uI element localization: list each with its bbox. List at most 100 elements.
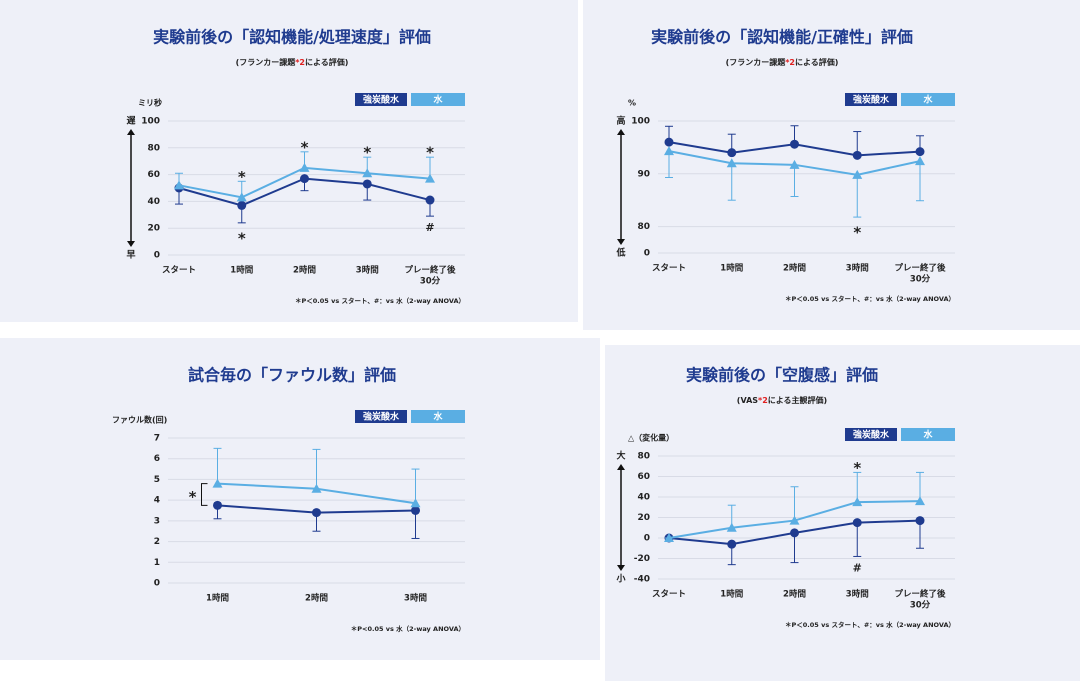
data-point: [852, 518, 862, 528]
subtitle-part: (フランカー課題: [726, 57, 787, 67]
y-tick-label: 20: [637, 513, 650, 523]
y-tick-label: 7: [154, 434, 160, 444]
y-axis-label: ミリ秒: [138, 98, 162, 108]
x-tick-label: 2時間: [783, 263, 806, 274]
y-tick-label: 6: [154, 454, 160, 464]
data-point: [915, 147, 925, 157]
data-point: [790, 139, 799, 149]
data-point: [410, 498, 421, 508]
data-point: [727, 148, 737, 158]
annotation: *: [426, 144, 434, 162]
y-tick-label: -40: [634, 575, 650, 585]
footnote: ＊P＜0.05 vs スタート、#：vs 水（2-way ANOVA）: [295, 296, 465, 305]
panel-background: [0, 0, 578, 322]
x-tick-label: 30分: [910, 600, 931, 611]
x-tick-label: プレー終了後: [894, 589, 946, 600]
subtitle-part: (VAS: [737, 396, 758, 405]
annotation: *: [853, 224, 861, 242]
data-point: [915, 156, 925, 166]
y-tick-label: 100: [631, 117, 650, 127]
annotation: #: [853, 561, 862, 574]
y-axis-label: ファウル数(回): [112, 415, 167, 425]
x-tick-label: スタート: [162, 265, 196, 276]
data-point: [212, 478, 223, 488]
x-tick-label: 2時間: [293, 265, 316, 276]
footnote: ＊P<0.05 vs 水（2-way ANOVA）: [351, 624, 465, 633]
panel-background: [583, 0, 1080, 330]
data-point: [790, 528, 799, 538]
legend-swatch: [845, 93, 897, 106]
subtitle-part: による主観評価): [768, 395, 827, 405]
y-tick-label: 40: [147, 197, 160, 207]
subtitle-part: による評価): [305, 57, 348, 67]
data-point: [411, 506, 420, 515]
y-tick-label: 90: [637, 169, 650, 179]
y-tick-label: 4: [154, 496, 160, 506]
legend-label: 水: [923, 94, 933, 106]
data-point: [362, 168, 373, 178]
data-point: [727, 539, 737, 549]
chart-title: 実験前後の「認知機能/正確性」評価: [651, 28, 913, 47]
data-point: [213, 500, 222, 510]
data-point: [664, 137, 674, 147]
x-tick-label: 3時間: [356, 265, 379, 276]
legend-label: 強炭酸水: [853, 429, 890, 441]
data-point: [726, 522, 737, 532]
x-tick-label: 1時間: [206, 593, 229, 604]
y-tick-label: 5: [154, 475, 160, 485]
y-axis-label: %: [628, 99, 636, 108]
y-tick-label: 1: [154, 558, 160, 568]
data-point: [174, 180, 184, 190]
x-tick-label: 1時間: [230, 265, 253, 276]
x-tick-label: 3時間: [846, 263, 869, 274]
y-tick-label: 0: [154, 579, 160, 589]
direction-label-top: 大: [616, 450, 625, 462]
data-point: [915, 496, 925, 506]
annotation: *: [238, 229, 246, 247]
legend-swatch: [901, 428, 955, 441]
y-axis-label: △（変化量）: [628, 433, 674, 443]
subtitle-part: *2: [785, 58, 795, 67]
data-point: [915, 516, 925, 526]
y-tick-label: 0: [154, 251, 160, 261]
x-tick-label: 1時間: [720, 589, 743, 600]
footnote: ＊P＜0.05 vs スタート、#：vs 水（2-way ANOVA）: [785, 294, 955, 303]
data-point: [852, 169, 863, 179]
direction-label-bottom: 小: [615, 573, 625, 585]
data-point: [299, 162, 310, 172]
legend-swatch: [411, 93, 465, 106]
x-tick-label: 30分: [420, 276, 441, 287]
x-tick-label: 2時間: [783, 589, 806, 600]
subtitle-part: による評価): [795, 57, 838, 67]
data-point: [362, 179, 372, 189]
data-point: [664, 533, 674, 542]
y-tick-label: 0: [644, 249, 650, 259]
y-tick-label: 3: [154, 516, 160, 526]
data-point: [789, 515, 800, 525]
panel-background: [0, 338, 600, 660]
annotation: *: [301, 138, 309, 156]
subtitle-part: *2: [295, 58, 305, 67]
data-point: [312, 508, 321, 518]
data-point: [789, 159, 800, 169]
significance-bracket: [201, 483, 208, 506]
x-tick-label: スタート: [652, 263, 686, 274]
direction-label-top: 高: [616, 115, 625, 127]
legend-label: 強炭酸水: [363, 411, 400, 423]
data-point: [425, 173, 435, 183]
data-point: [726, 158, 737, 168]
chart-title: 試合毎の「ファウル数」評価: [188, 366, 396, 385]
y-tick-label: 20: [147, 224, 160, 234]
data-point: [300, 174, 309, 184]
y-tick-label: 100: [141, 117, 160, 127]
legend-swatch: [901, 93, 955, 106]
legend-label: 水: [433, 411, 443, 423]
y-tick-label: 80: [637, 222, 650, 232]
y-tick-label: 60: [147, 170, 160, 180]
y-tick-label: -20: [634, 554, 650, 564]
subtitle: (フランカー課題*2による評価): [726, 57, 839, 67]
data-point: [664, 146, 674, 156]
subtitle-part: *2: [758, 396, 768, 405]
legend-swatch: [845, 428, 897, 441]
